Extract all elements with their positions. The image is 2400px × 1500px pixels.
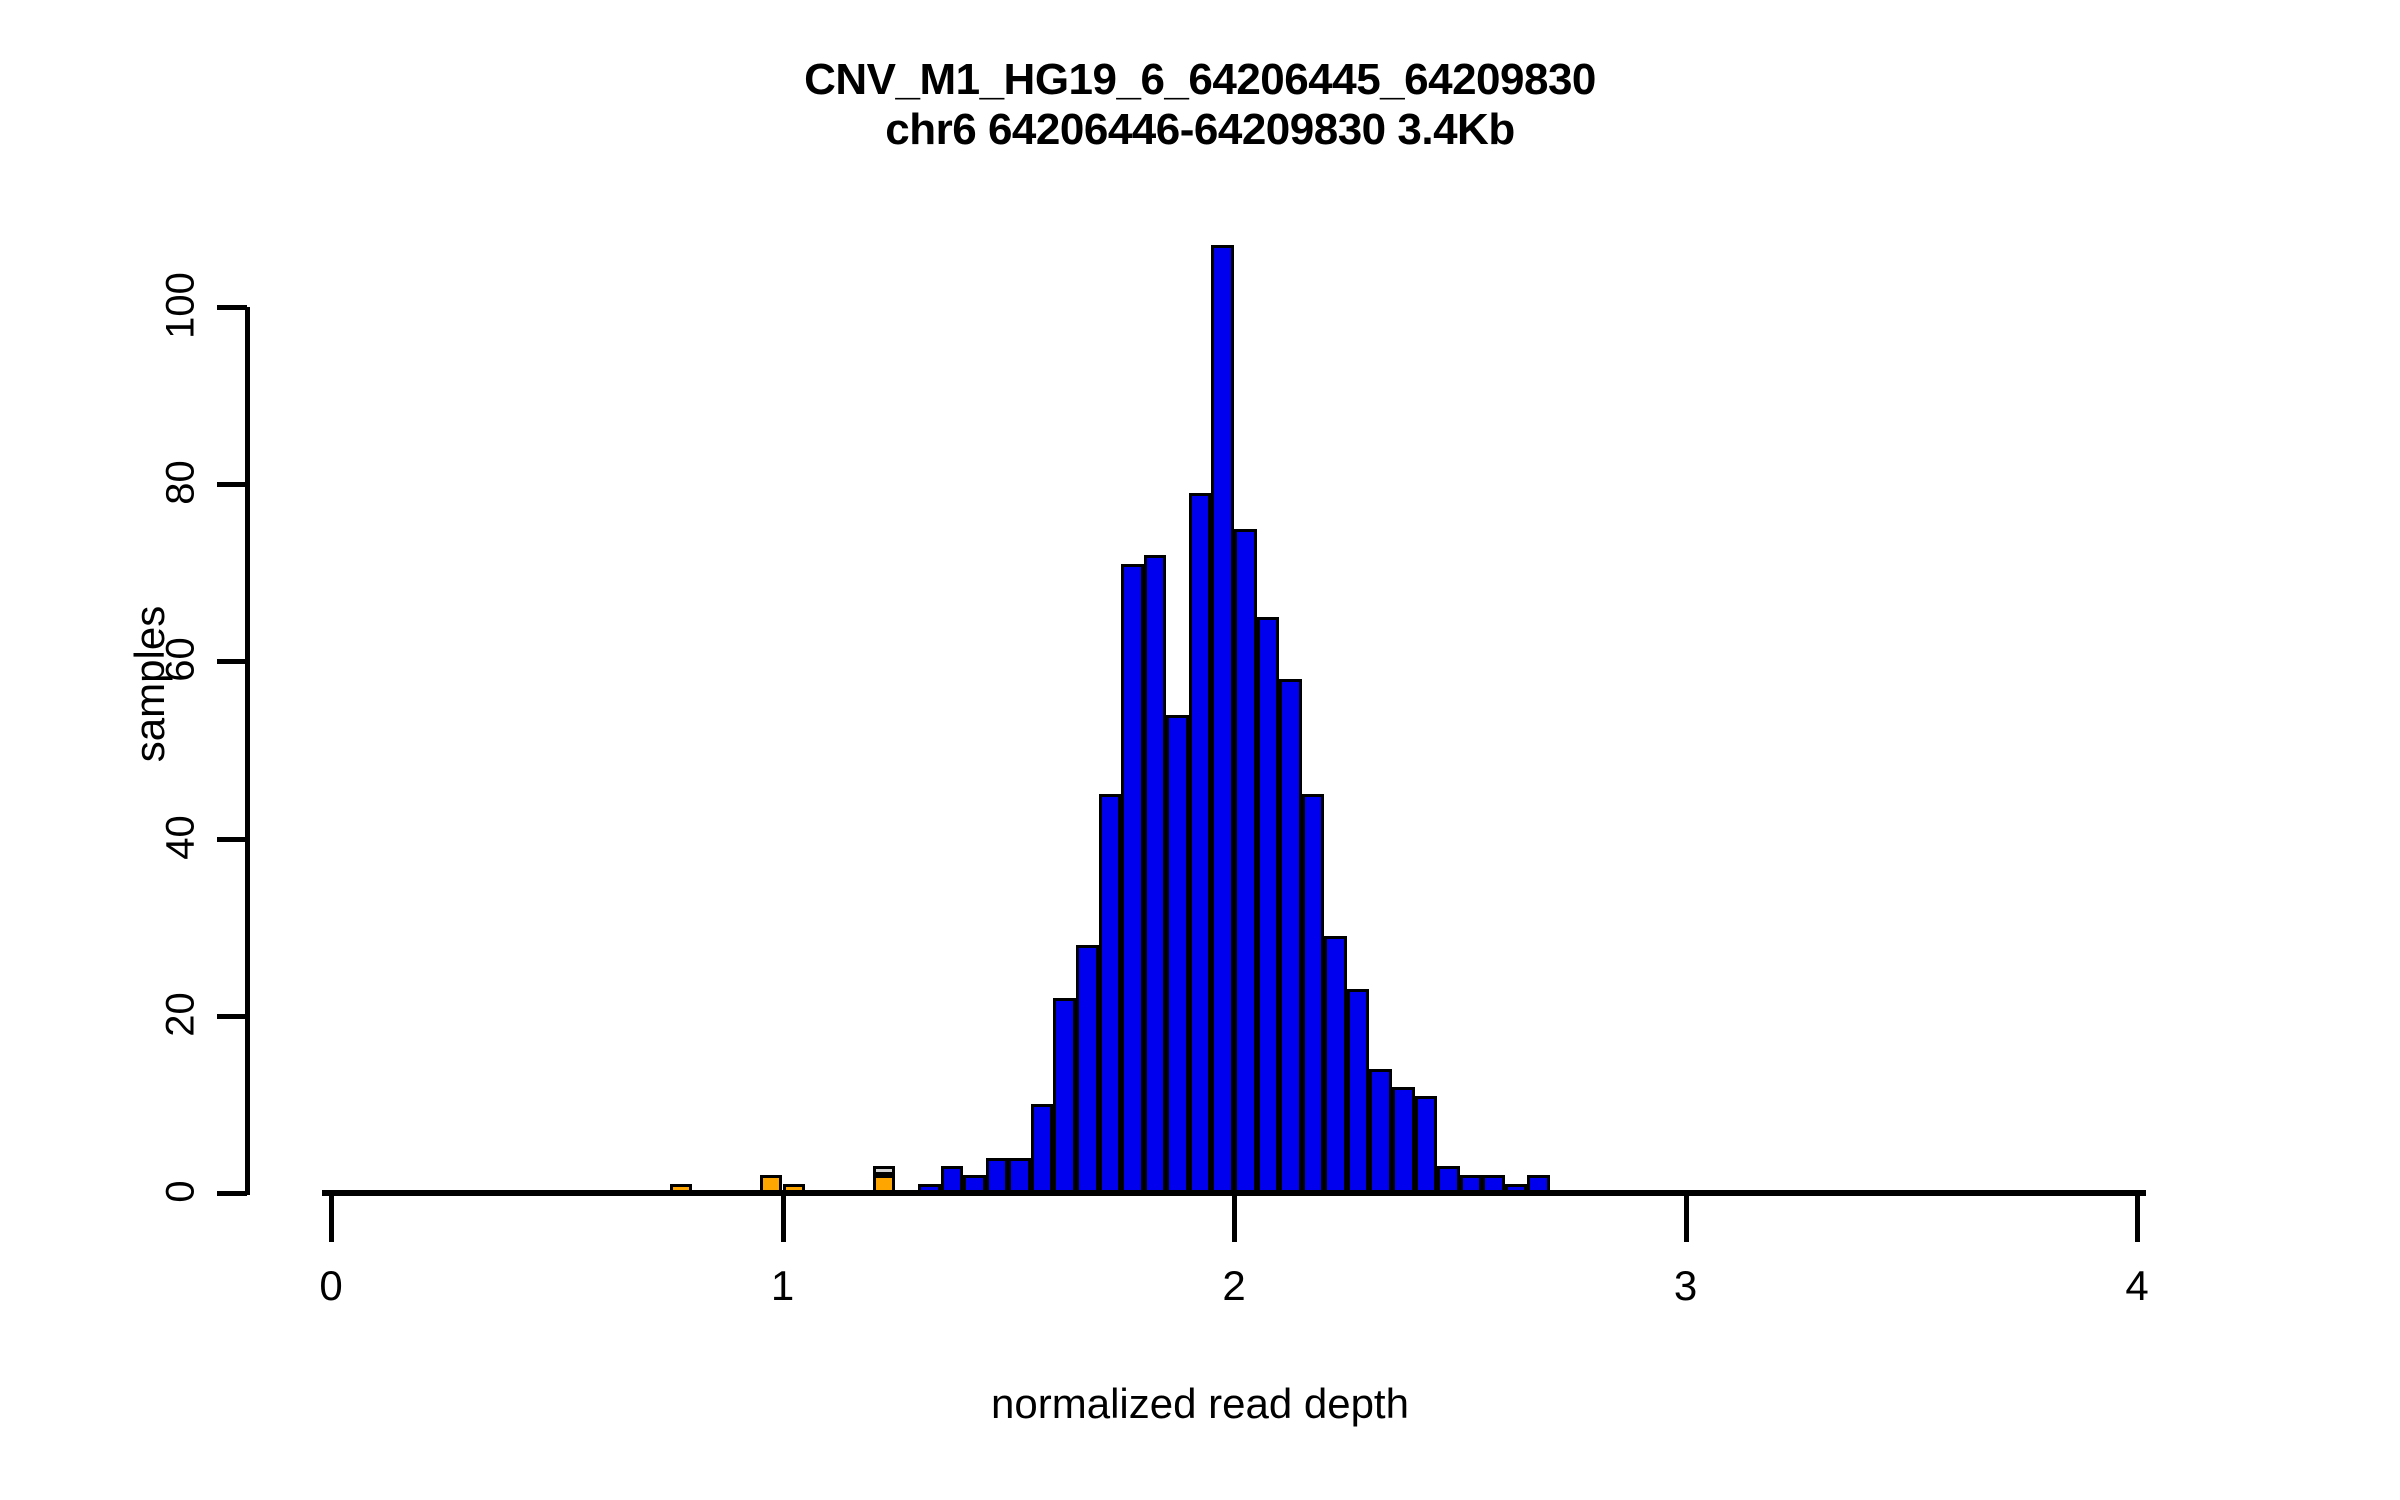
histogram-bar <box>1324 936 1347 1193</box>
y-tick-40 <box>217 836 247 842</box>
histogram-bar <box>1527 1175 1551 1193</box>
x-tick-0 <box>329 1196 334 1242</box>
histogram-bar <box>1414 1095 1438 1193</box>
histogram-bar <box>1279 679 1302 1193</box>
y-tick-100 <box>217 305 247 310</box>
x-axis-title: normalized read depth <box>991 1380 1409 1427</box>
histogram-bar <box>1392 1086 1415 1193</box>
title-line-secondary: chr6 64206446-64209830 3.4Kb <box>885 105 1515 154</box>
histogram-bar <box>1256 617 1280 1193</box>
histogram-bar <box>1008 1157 1031 1193</box>
x-tick-label-4: 4 <box>2125 1262 2149 1309</box>
histogram-bar <box>1188 493 1212 1193</box>
x-tick-label-2: 2 <box>1222 1262 1246 1309</box>
x-tick-label-0: 0 <box>319 1262 343 1309</box>
x-axis-line <box>322 1190 2146 1196</box>
x-tick-1 <box>780 1196 786 1242</box>
y-tick-0 <box>217 1191 247 1196</box>
histogram-bar <box>1459 1175 1483 1193</box>
figure-title: CNV_M1_HG19_6_64206445_64209830 chr6 642… <box>0 58 2400 152</box>
histogram-bar <box>1482 1175 1505 1193</box>
histogram-bar <box>940 1166 964 1193</box>
histogram-bar <box>1143 555 1167 1193</box>
histogram-bar <box>1504 1184 1528 1193</box>
histogram-bar <box>759 1175 783 1193</box>
histogram-bar <box>1211 244 1234 1193</box>
histogram-bar <box>1346 989 1370 1193</box>
histogram-bar <box>872 1166 896 1176</box>
histogram-bar <box>963 1175 986 1193</box>
y-tick-80 <box>217 482 247 488</box>
histogram-bar <box>1369 1068 1392 1193</box>
y-tick-20 <box>217 1013 247 1019</box>
x-tick-4 <box>2135 1196 2140 1242</box>
histogram-bar <box>1098 794 1122 1193</box>
histogram-bar <box>872 1175 896 1193</box>
histogram-bar <box>669 1184 693 1193</box>
histogram-bar <box>1030 1104 1054 1193</box>
histogram-bar <box>985 1157 1009 1193</box>
histogram-bar <box>782 1184 806 1193</box>
histogram-bar <box>1075 944 1099 1193</box>
histogram-bar <box>1437 1166 1460 1193</box>
x-tick-label-3: 3 <box>1673 1262 1698 1309</box>
x-tick-3 <box>1683 1196 1689 1242</box>
x-tick-2 <box>1232 1196 1237 1242</box>
histogram-bar <box>1301 794 1325 1193</box>
histogram-bar <box>1121 563 1144 1193</box>
histogram-bar <box>1053 998 1076 1193</box>
histogram-bar <box>917 1184 941 1193</box>
histogram-bar <box>1166 714 1189 1193</box>
y-axis-title: samples <box>126 605 173 763</box>
histogram-bar <box>1234 528 1257 1193</box>
title-line-primary: CNV_M1_HG19_6_64206445_64209830 <box>804 55 1596 104</box>
y-tick-60 <box>217 659 247 665</box>
y-axis-line <box>245 307 250 1195</box>
x-tick-label-1: 1 <box>770 1262 795 1309</box>
